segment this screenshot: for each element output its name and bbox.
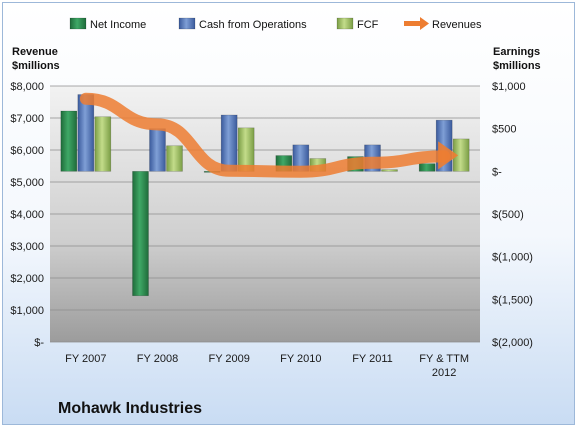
left-tick-label: $-	[34, 337, 44, 349]
left-tick-label: $2,000	[10, 273, 44, 285]
category-label: FY 2008	[137, 353, 178, 365]
legend-swatch	[178, 17, 196, 30]
bar-fcf	[94, 116, 112, 172]
legend: Net Income Cash from Operations FCF Revenue…	[69, 17, 482, 31]
category-label: FY 2009	[208, 353, 249, 365]
left-axis-title: $millions	[12, 60, 60, 72]
left-axis-title: Revenue	[12, 46, 58, 58]
left-tick-label: $3,000	[10, 241, 44, 253]
bar-net-income	[418, 163, 436, 172]
left-tick-label: $7,000	[10, 113, 44, 125]
right-axis-title: Earnings	[493, 46, 540, 58]
right-axis-ticks: $(2,000) $(1,500) $(1,000) $(500) $- $500 $1,0…	[492, 81, 533, 349]
revenue-line-arrowhead	[438, 141, 459, 170]
left-tick-label: $5,000	[10, 177, 44, 189]
right-tick-label: $(1,500)	[492, 294, 533, 306]
right-tick-label: $(500)	[492, 209, 524, 221]
left-tick-label: $4,000	[10, 209, 44, 221]
right-tick-label: $1,000	[492, 81, 526, 93]
bar-cash-from-operations	[77, 94, 95, 172]
category-label: FY 2010	[280, 353, 321, 365]
left-axis-ticks: $- $1,000 $2,000 $3,000 $4,000 $5,000 $6,000 $7…	[10, 81, 44, 349]
revenue-line	[79, 92, 459, 178]
chart-title: Mohawk Industries	[58, 400, 202, 417]
bar-net-income	[132, 171, 149, 297]
bar-net-income	[60, 110, 78, 172]
legend-arrow	[420, 17, 429, 30]
category-label: FY 2011	[352, 353, 393, 365]
bar-cash-from-operations	[220, 114, 238, 172]
right-tick-label: $(1,000)	[492, 252, 533, 264]
legend-label: Cash from Operations	[199, 19, 307, 31]
gridlines	[50, 85, 480, 343]
legend-swatch	[336, 17, 354, 30]
revenue-line-path	[79, 92, 451, 178]
bar-fcf	[166, 145, 183, 172]
right-tick-label: $500	[492, 124, 516, 136]
bar-fcf	[381, 169, 398, 172]
legend-swatch	[69, 17, 87, 30]
bar-fcf	[237, 127, 255, 172]
left-tick-label: $1,000	[10, 305, 44, 317]
right-axis-title: $millions	[493, 60, 541, 72]
left-tick-label: $8,000	[10, 81, 44, 93]
bar-cash-from-operations	[149, 128, 166, 172]
category-label: 2012	[432, 367, 456, 379]
category-label: FY & TTM	[419, 353, 469, 365]
legend-label: Net Income	[90, 19, 146, 31]
category-labels: FY 2007 FY 2008 FY 2009 FY 2010 FY 2011 FY & …	[65, 353, 469, 379]
legend-label: Revenues	[432, 19, 482, 31]
left-tick-label: $6,000	[10, 145, 44, 157]
category-label: FY 2007	[65, 353, 106, 365]
right-tick-label: $-	[492, 166, 502, 178]
axis-titles: Revenue $millions Earnings $millions	[12, 46, 541, 72]
right-tick-label: $(2,000)	[492, 337, 533, 349]
legend-label: FCF	[357, 19, 379, 31]
